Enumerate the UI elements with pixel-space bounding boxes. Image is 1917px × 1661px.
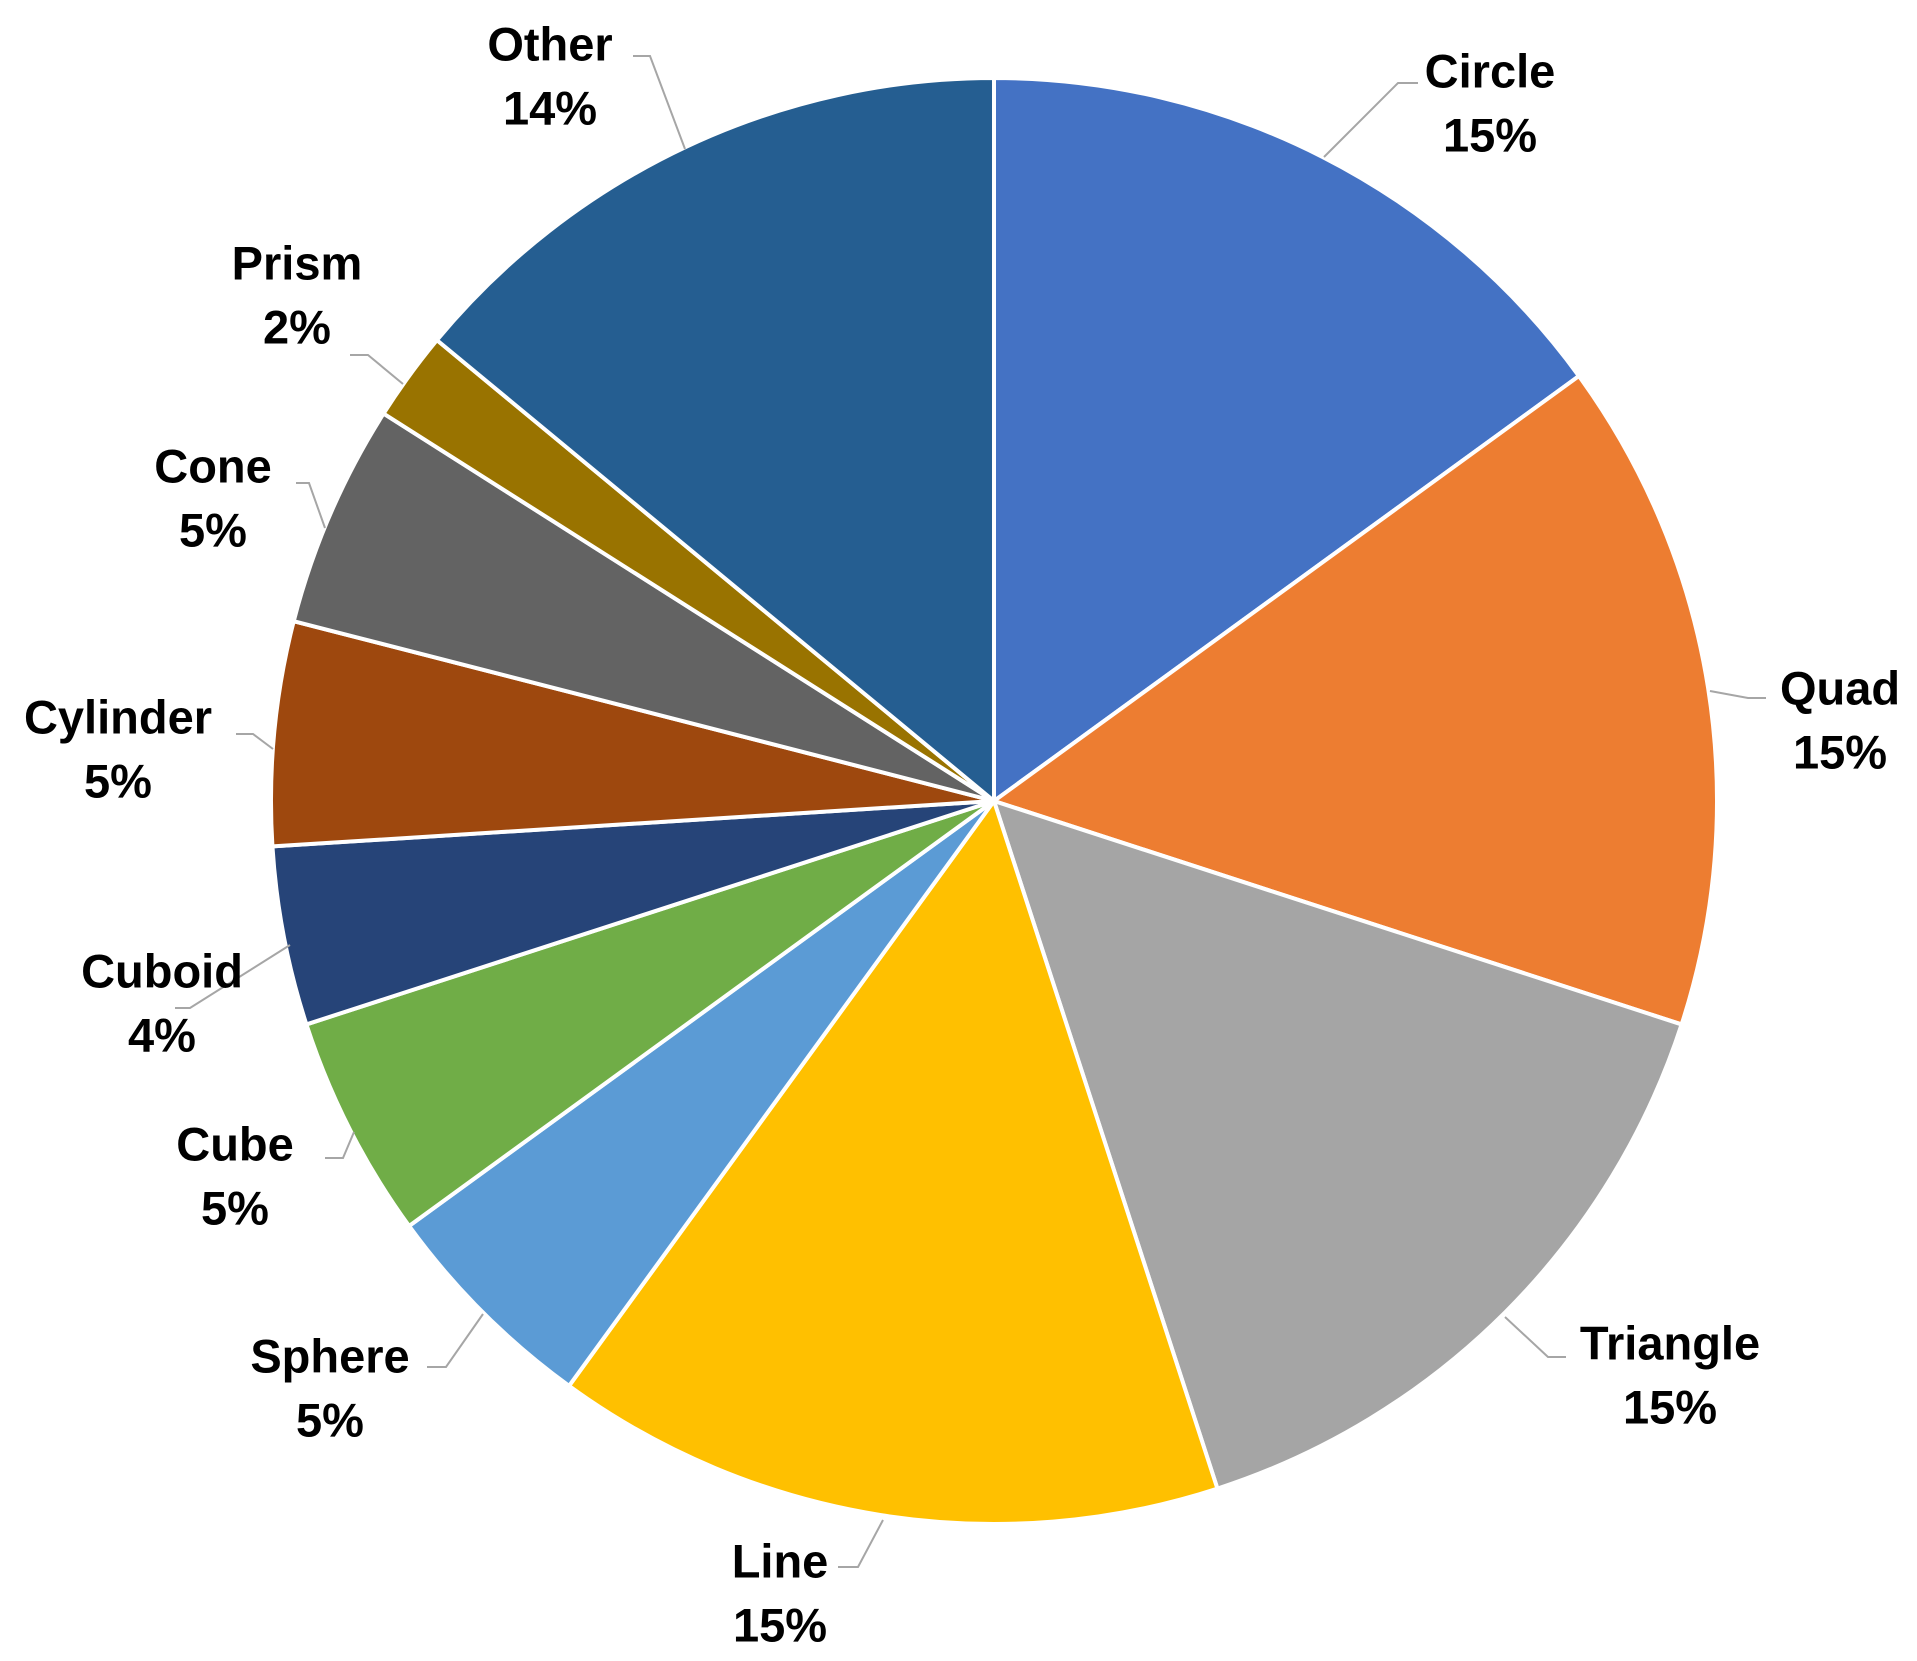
leader-line-line (838, 1519, 884, 1568)
data-label-triangle: Triangle 15% (1580, 1317, 1760, 1434)
leader-line-cone (296, 482, 326, 529)
data-label-quad: Quad 15% (1780, 662, 1900, 779)
slice-label-triangle: Triangle (1580, 1317, 1760, 1370)
slice-label-cuboid: Cuboid (81, 945, 243, 998)
data-label-circle: Circle 15% (1425, 45, 1556, 162)
leader-line-cylinder (236, 733, 274, 750)
pie-slice-circle (992, 76, 1581, 803)
leader-line-cube (325, 1131, 355, 1159)
leader-line-sphere (427, 1313, 484, 1368)
slice-label-prism: Prism (232, 237, 363, 290)
pie-slice-other (434, 76, 996, 803)
slice-percent-line: 15% (733, 1599, 827, 1652)
pie-slice-cuboid (270, 799, 996, 1027)
pie-leader-lines (175, 55, 1766, 1568)
leader-line-cuboid (175, 944, 291, 1009)
slice-label-cylinder: Cylinder (24, 691, 212, 744)
pie-slice-cone (291, 411, 996, 803)
data-label-prism: Prism 2% (232, 237, 363, 354)
slice-label-quad: Quad (1780, 662, 1900, 715)
leader-line-circle (1323, 82, 1418, 158)
slice-label-other: Other (487, 18, 612, 71)
leader-line-prism (350, 354, 404, 385)
data-label-sphere: Sphere 5% (250, 1330, 409, 1447)
slice-percent-cuboid: 4% (128, 1009, 196, 1062)
data-label-cube: Cube 5% (176, 1118, 294, 1235)
pie-slices (269, 76, 1719, 1526)
leader-line-triangle (1504, 1316, 1566, 1358)
slice-label-cube: Cube (176, 1118, 294, 1171)
pie-slice-quad (992, 374, 1719, 1027)
pie-data-labels: Circle 15% Quad 15% Triangle 15% Line 15% Sphere… (24, 18, 1900, 1652)
slice-label-line: Line (732, 1535, 829, 1588)
data-label-cone: Cone 5% (154, 440, 272, 557)
slice-percent-quad: 15% (1793, 726, 1887, 779)
data-label-line: Line 15% (732, 1535, 829, 1652)
slice-percent-cylinder: 5% (84, 755, 152, 808)
slice-label-sphere: Sphere (250, 1330, 409, 1383)
slice-percent-cone: 5% (179, 504, 247, 557)
data-label-cuboid: Cuboid 4% (81, 945, 243, 1062)
pie-slice-triangle (992, 799, 1684, 1491)
slice-percent-triangle: 15% (1623, 1381, 1717, 1434)
pie-slice-cylinder (269, 619, 996, 849)
slice-percent-sphere: 5% (296, 1394, 364, 1447)
slice-percent-other: 14% (503, 82, 597, 135)
slice-percent-circle: 15% (1443, 109, 1537, 162)
slice-percent-prism: 2% (263, 301, 331, 354)
slice-label-cone: Cone (154, 440, 272, 493)
data-label-other: Other 14% (487, 18, 612, 135)
leader-line-quad (1709, 690, 1766, 699)
slice-percent-cube: 5% (201, 1182, 269, 1235)
pie-slice-cube (304, 799, 996, 1228)
pie-slice-line (567, 799, 1220, 1526)
slice-label-circle: Circle (1425, 45, 1556, 98)
leader-line-other (633, 55, 686, 150)
pie-slice-sphere (407, 799, 996, 1388)
data-label-cylinder: Cylinder 5% (24, 691, 212, 808)
